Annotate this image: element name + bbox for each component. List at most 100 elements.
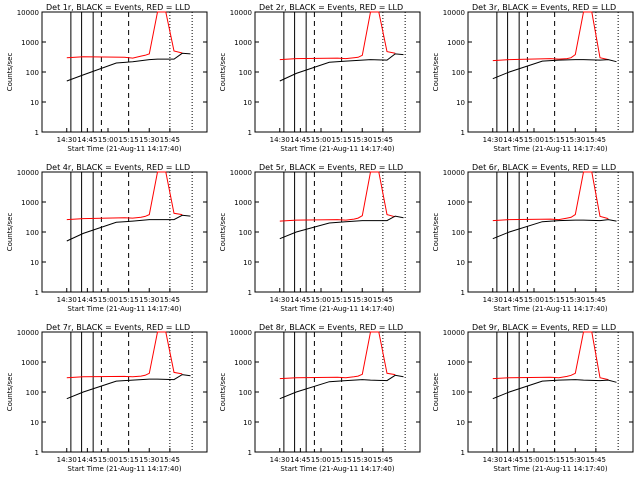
y-tick-label: 1000 bbox=[234, 359, 252, 367]
x-tick-label: 15:15 bbox=[545, 296, 565, 304]
plot-frame bbox=[41, 171, 208, 293]
y-tick-label: 10000 bbox=[230, 9, 252, 17]
x-tick-label: 15:30 bbox=[139, 296, 159, 304]
y-tick-label: 100 bbox=[239, 389, 252, 397]
y-tick-label: 10000 bbox=[443, 329, 465, 337]
x-tick-label: 14:45 bbox=[503, 456, 523, 464]
x-tick-label: 15:30 bbox=[565, 296, 585, 304]
y-tick-label: 10 bbox=[30, 99, 39, 107]
x-tick-label: 15:15 bbox=[119, 296, 139, 304]
series-line-events bbox=[279, 215, 404, 240]
plot-frame bbox=[41, 11, 208, 133]
chart-panel-2: Det 2r, BLACK = Events, RED = LLD 1 10 100 1… bbox=[219, 3, 421, 153]
x-tick-label: 15:00 bbox=[311, 296, 331, 304]
y-tick-label: 10 bbox=[456, 259, 465, 267]
plot-frame bbox=[41, 331, 208, 453]
y-tick-label: 1 bbox=[461, 289, 465, 297]
y-tick-label: 1000 bbox=[21, 199, 39, 207]
plot-frame bbox=[467, 11, 634, 133]
y-tick-label: 100 bbox=[26, 69, 39, 77]
y-tick-label: 1 bbox=[35, 289, 39, 297]
y-tick-label: 10 bbox=[243, 419, 252, 427]
chart-panel-9: Det 9r, BLACK = Events, RED = LLD 1 10 100 1… bbox=[432, 323, 634, 473]
plot-frame bbox=[254, 171, 421, 293]
x-tick-label: 15:00 bbox=[311, 456, 331, 464]
x-tick-label: 15:15 bbox=[119, 456, 139, 464]
chart-panel-6: Det 6r, BLACK = Events, RED = LLD 1 10 100 1… bbox=[432, 163, 634, 313]
series-line-lld bbox=[66, 331, 183, 379]
x-tick-label: 15:00 bbox=[98, 296, 118, 304]
y-tick-label: 1000 bbox=[21, 359, 39, 367]
y-tick-label: 1 bbox=[248, 129, 252, 137]
plot-frame bbox=[254, 11, 421, 133]
x-tick-label: 15:00 bbox=[311, 136, 331, 144]
x-tick-label: 15:45 bbox=[373, 456, 393, 464]
x-axis-label: Start Time (21-Aug-11 14:17:40) bbox=[493, 145, 607, 153]
x-tick-label: 15:00 bbox=[524, 296, 544, 304]
series-line-lld bbox=[279, 331, 396, 380]
y-axis-label: Counts/sec bbox=[219, 213, 227, 252]
plot-frame bbox=[467, 171, 634, 293]
series-line-events bbox=[492, 59, 617, 80]
y-axis-label: Counts/sec bbox=[432, 373, 440, 412]
y-tick-label: 10 bbox=[30, 419, 39, 427]
series-line-lld bbox=[66, 11, 183, 59]
y-tick-label: 10000 bbox=[17, 329, 39, 337]
x-tick-label: 14:45 bbox=[290, 296, 310, 304]
y-tick-label: 10 bbox=[30, 259, 39, 267]
x-tick-label: 14:45 bbox=[77, 296, 97, 304]
y-tick-label: 1000 bbox=[234, 39, 252, 47]
x-axis-label: Start Time (21-Aug-11 14:17:40) bbox=[280, 465, 394, 473]
y-axis-label: Counts/sec bbox=[219, 53, 227, 92]
x-tick-label: 14:45 bbox=[77, 136, 97, 144]
y-tick-label: 100 bbox=[452, 69, 465, 77]
x-tick-label: 15:30 bbox=[352, 456, 372, 464]
y-tick-label: 10000 bbox=[17, 169, 39, 177]
series-line-events bbox=[66, 214, 191, 242]
chart-title: Det 4r, BLACK = Events, RED = LLD bbox=[46, 163, 190, 172]
x-tick-label: 14:30 bbox=[57, 136, 77, 144]
y-tick-label: 100 bbox=[239, 69, 252, 77]
y-tick-label: 1 bbox=[35, 449, 39, 457]
chart-title: Det 7r, BLACK = Events, RED = LLD bbox=[46, 323, 190, 332]
y-tick-label: 100 bbox=[26, 389, 39, 397]
chart-title: Det 9r, BLACK = Events, RED = LLD bbox=[472, 323, 616, 332]
x-tick-label: 15:15 bbox=[332, 296, 352, 304]
y-tick-label: 1000 bbox=[447, 199, 465, 207]
series-line-events bbox=[66, 52, 191, 82]
y-tick-label: 10 bbox=[243, 259, 252, 267]
x-tick-label: 15:15 bbox=[545, 456, 565, 464]
x-tick-label: 14:30 bbox=[57, 456, 77, 464]
x-tick-label: 15:00 bbox=[98, 136, 118, 144]
y-tick-label: 1000 bbox=[447, 359, 465, 367]
y-tick-label: 10000 bbox=[443, 169, 465, 177]
y-tick-label: 100 bbox=[452, 229, 465, 237]
y-tick-label: 1000 bbox=[21, 39, 39, 47]
y-tick-label: 100 bbox=[452, 389, 465, 397]
x-tick-label: 15:30 bbox=[565, 456, 585, 464]
y-axis-label: Counts/sec bbox=[6, 53, 14, 92]
x-tick-label: 15:00 bbox=[524, 456, 544, 464]
chart-title: Det 1r, BLACK = Events, RED = LLD bbox=[46, 3, 190, 12]
x-axis-label: Start Time (21-Aug-11 14:17:40) bbox=[67, 305, 181, 313]
y-tick-label: 100 bbox=[239, 229, 252, 237]
x-tick-label: 15:30 bbox=[139, 456, 159, 464]
x-tick-label: 14:45 bbox=[503, 136, 523, 144]
x-tick-label: 15:45 bbox=[586, 456, 606, 464]
chart-panel-1: Det 1r, BLACK = Events, RED = LLD 1 10 100 1… bbox=[6, 3, 208, 153]
series-line-events bbox=[66, 374, 191, 400]
y-tick-label: 10 bbox=[456, 419, 465, 427]
x-tick-label: 15:45 bbox=[373, 296, 393, 304]
y-tick-label: 1 bbox=[248, 449, 252, 457]
chart-title: Det 8r, BLACK = Events, RED = LLD bbox=[259, 323, 403, 332]
chart-title: Det 2r, BLACK = Events, RED = LLD bbox=[259, 3, 403, 12]
x-tick-label: 14:45 bbox=[290, 136, 310, 144]
x-tick-label: 15:15 bbox=[119, 136, 139, 144]
chart-panel-8: Det 8r, BLACK = Events, RED = LLD 1 10 100 1… bbox=[219, 323, 421, 473]
series-line-events bbox=[279, 53, 404, 82]
chart-title: Det 5r, BLACK = Events, RED = LLD bbox=[259, 163, 403, 172]
x-tick-label: 15:45 bbox=[160, 296, 180, 304]
y-tick-label: 1 bbox=[461, 129, 465, 137]
x-axis-label: Start Time (21-Aug-11 14:17:40) bbox=[67, 465, 181, 473]
x-tick-label: 15:15 bbox=[545, 136, 565, 144]
